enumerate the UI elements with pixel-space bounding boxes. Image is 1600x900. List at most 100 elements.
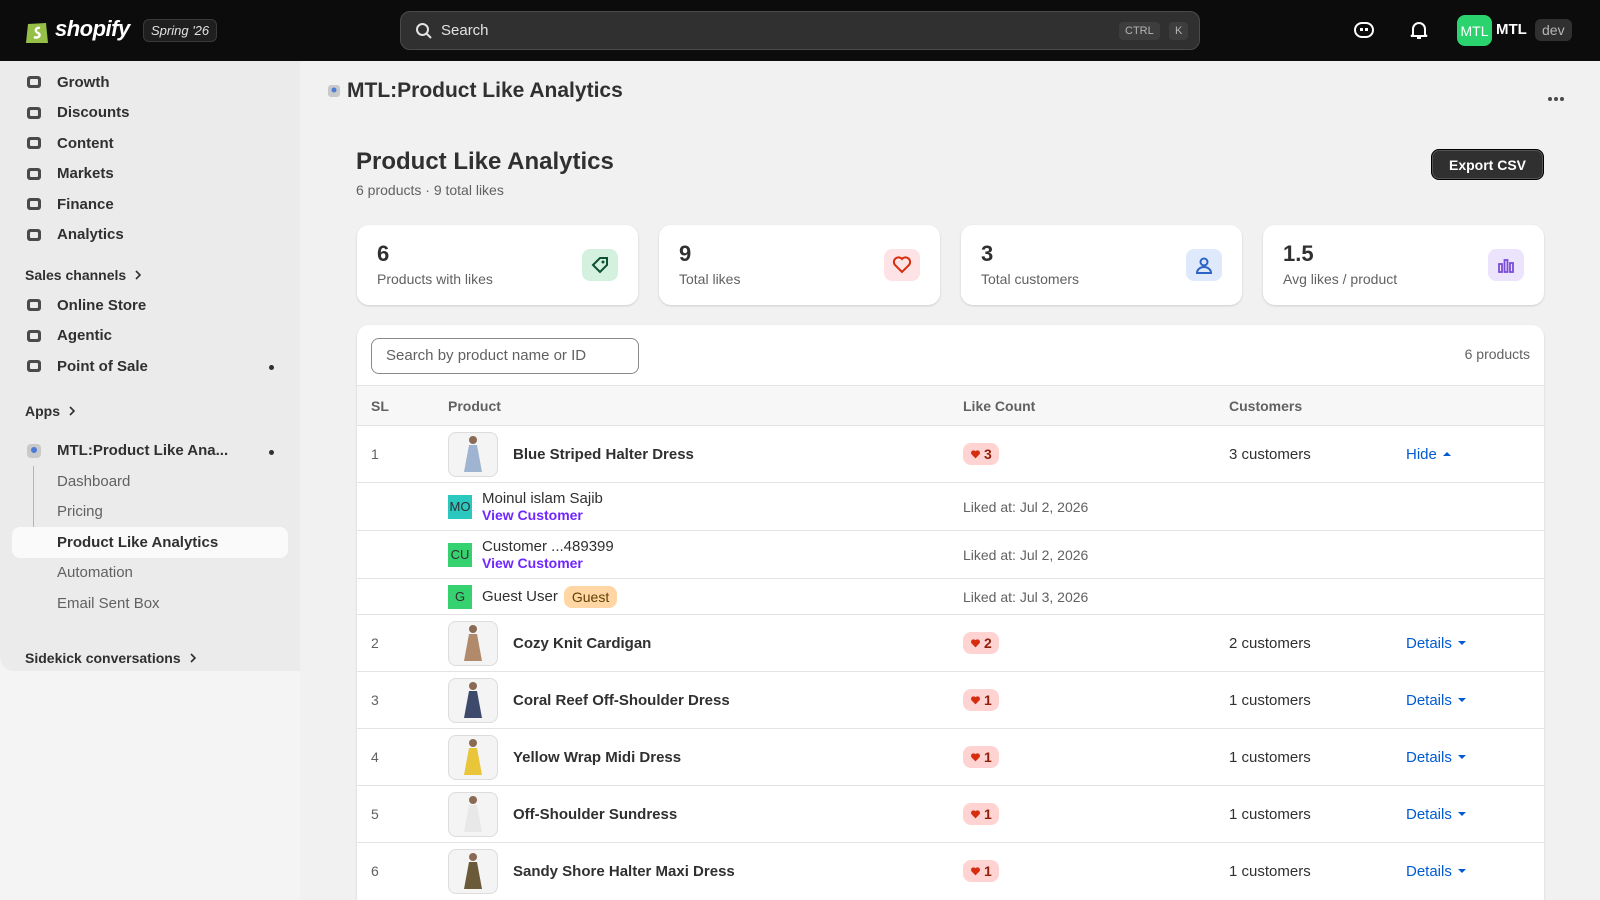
- toggle-details[interactable]: Details: [1406, 692, 1544, 709]
- stat-value: 3: [981, 241, 994, 266]
- nav-icon: [25, 195, 43, 213]
- row-number: 3: [371, 692, 379, 708]
- toggle-details[interactable]: Details: [1406, 863, 1544, 880]
- toggle-details[interactable]: Details: [1406, 635, 1544, 652]
- icon-shape: [971, 638, 980, 647]
- like-value: 1: [984, 806, 992, 822]
- search-input[interactable]: Search by product name or ID: [371, 338, 639, 374]
- row-number: 4: [371, 749, 379, 765]
- toggle-chevron: [1457, 754, 1466, 760]
- more-actions[interactable]: [1547, 89, 1565, 107]
- toggle-details[interactable]: Details: [1406, 806, 1544, 823]
- toggle-label: Details: [1406, 805, 1452, 823]
- subnav-item[interactable]: Automation: [57, 564, 133, 582]
- icon-shape: [1457, 812, 1466, 816]
- liker-cell: CU Customer ...489399 View Customer: [448, 538, 963, 572]
- stat-icon: [884, 249, 920, 281]
- customers-count: 2 customers: [1229, 634, 1311, 652]
- nav-item[interactable]: Analytics: [12, 220, 288, 251]
- table-header: SL Product Like Count Customers: [357, 385, 1544, 425]
- like-count: 2: [963, 632, 999, 654]
- like-cell: 1: [963, 860, 1229, 882]
- heart-icon: [970, 638, 981, 649]
- store-avatar[interactable]: MTL: [1457, 15, 1492, 46]
- icon-shape: [27, 299, 41, 312]
- nav-icon: [25, 357, 43, 375]
- subnav-item[interactable]: Pricing: [57, 503, 103, 521]
- product-thumbnail: [448, 620, 498, 666]
- product-cell: Blue Striped Halter Dress: [448, 431, 963, 477]
- section-header[interactable]: Sales channels: [12, 260, 288, 290]
- liker-row: G Guest User Guest Liked at: Jul 3, 2026: [357, 578, 1544, 614]
- icon-shape: [26, 23, 48, 43]
- nav-item[interactable]: Discounts: [12, 98, 288, 129]
- icon-shape: [971, 449, 980, 458]
- nav-item[interactable]: Finance: [12, 189, 288, 220]
- product-name: Blue Striped Halter Dress: [513, 445, 694, 463]
- icon-shape: [464, 739, 482, 775]
- icon-shape: [1498, 259, 1514, 273]
- nav-item[interactable]: Markets: [12, 159, 288, 190]
- search-box[interactable]: Search CTRL K: [400, 11, 1200, 50]
- icon-shape: [27, 228, 41, 241]
- toggle-chevron: [1457, 640, 1466, 646]
- icon-shape: [1457, 698, 1466, 702]
- section-header[interactable]: Apps: [12, 396, 288, 426]
- like-value: 1: [984, 863, 992, 879]
- like-cell: 2: [963, 632, 1229, 654]
- nav-label: Growth: [57, 73, 110, 91]
- subnav-item[interactable]: Dashboard: [57, 472, 131, 490]
- subnav-item[interactable]: Email Sent Box: [57, 594, 160, 612]
- heart-icon: [970, 809, 981, 820]
- nav-label: Markets: [57, 165, 114, 183]
- liker-avatar: G: [448, 584, 472, 609]
- toggle-label: Details: [1406, 691, 1452, 709]
- icon-shape: [27, 167, 41, 180]
- icon-shape: [1354, 22, 1374, 38]
- nav-icon: [25, 226, 43, 244]
- like-cell: 1: [963, 746, 1229, 768]
- customers-count: 1 customers: [1229, 862, 1311, 880]
- toggle-label: Hide: [1406, 445, 1437, 463]
- product-count: 6 products: [1464, 346, 1530, 362]
- nav-item[interactable]: Online Store: [12, 290, 288, 321]
- section-header[interactable]: Sidekick conversations: [12, 643, 288, 673]
- liker-info: Customer ...489399 View Customer: [482, 538, 614, 572]
- view-customer-link[interactable]: View Customer: [482, 506, 583, 523]
- sidebar: Growth Discounts Content Markets Finance Anal…: [0, 61, 300, 671]
- stat-value: 9: [679, 241, 692, 266]
- help-icon[interactable]: [1353, 19, 1375, 46]
- export-button[interactable]: Export CSV: [1431, 149, 1544, 180]
- product-thumbnail: [448, 791, 498, 837]
- icon-shape: [971, 866, 980, 875]
- store-name[interactable]: MTL: [1496, 21, 1527, 38]
- like-cell: 1: [963, 689, 1229, 711]
- product-thumbnail: [448, 848, 498, 894]
- search-icon: [415, 22, 433, 45]
- icon-shape: [591, 257, 608, 274]
- product-thumbnail: [448, 431, 498, 477]
- subnav-item[interactable]: Product Like Analytics: [12, 527, 288, 558]
- icon-shape: [27, 360, 41, 373]
- toggle-details[interactable]: Details: [1406, 749, 1544, 766]
- nav-item[interactable]: Point of Sale: [12, 351, 288, 382]
- heart-icon: [970, 695, 981, 706]
- heart-icon: [970, 449, 981, 460]
- nav-item[interactable]: Growth: [12, 67, 288, 98]
- customers-count: 1 customers: [1229, 748, 1311, 766]
- liked-at: Liked at: Jul 2, 2026: [963, 498, 1089, 515]
- nav-label: Point of Sale: [57, 357, 148, 375]
- nav-icon: [25, 442, 43, 460]
- nav-label: Discounts: [57, 104, 130, 122]
- nav-item[interactable]: Content: [12, 128, 288, 159]
- guest-tag: Guest: [563, 585, 618, 608]
- liked-at: Liked at: Jul 2, 2026: [963, 546, 1089, 563]
- icon-shape: [27, 137, 41, 150]
- nav-item[interactable]: Agentic: [12, 321, 288, 352]
- heart-icon: [970, 752, 981, 763]
- view-customer-link[interactable]: View Customer: [482, 554, 583, 571]
- nav-item[interactable]: MTL:Product Like Ana...: [12, 436, 288, 467]
- toggle-details[interactable]: Hide: [1406, 446, 1544, 463]
- notifications-icon[interactable]: [1408, 19, 1430, 46]
- product-thumbnail: [448, 734, 498, 780]
